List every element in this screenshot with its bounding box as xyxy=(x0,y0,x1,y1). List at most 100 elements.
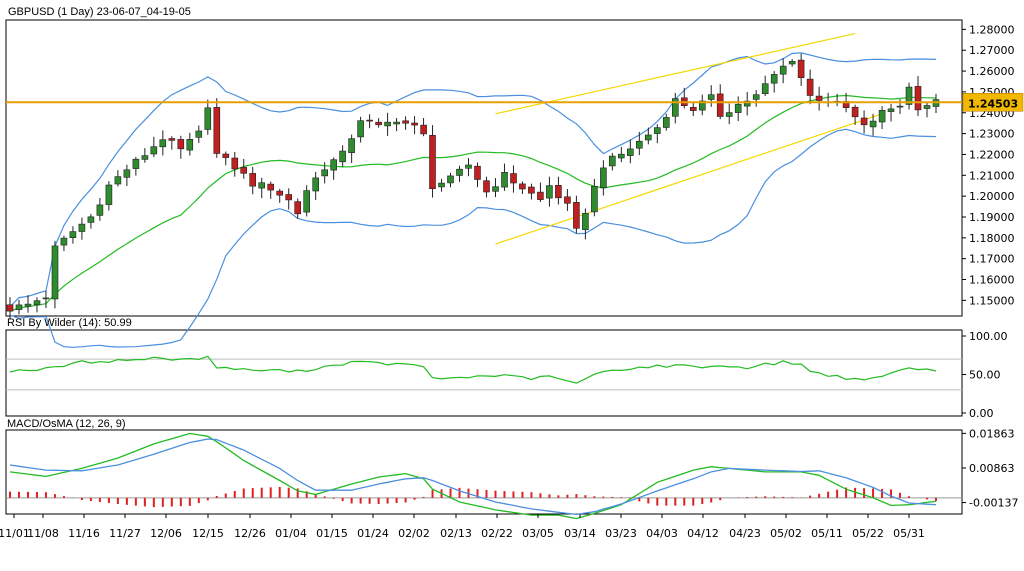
channel-upper-line xyxy=(495,32,856,115)
candle-body xyxy=(887,108,895,112)
bollinger-upper-band xyxy=(9,52,937,308)
date-tick-label: 05/22 xyxy=(852,527,884,540)
candle-body xyxy=(492,186,499,192)
date-tick-label: 11/08 xyxy=(27,527,59,540)
candle-body xyxy=(294,201,302,215)
date-tick-label: 04/12 xyxy=(687,527,719,540)
candle-body xyxy=(752,94,760,100)
candle-body xyxy=(851,106,859,118)
candle-body xyxy=(168,138,176,141)
macd-signal-line xyxy=(9,432,937,520)
candle-body xyxy=(348,138,355,154)
date-tick-label: 03/05 xyxy=(522,527,554,540)
candle-body xyxy=(923,105,931,109)
candle-body xyxy=(564,196,571,204)
price-tick-label: 1.28000 xyxy=(969,23,1015,36)
price-tick-label: 1.27000 xyxy=(969,44,1015,57)
price-tick-label: 1.16000 xyxy=(969,274,1015,287)
price-tick-label: 1.23000 xyxy=(969,128,1015,141)
channel-lower-line xyxy=(495,113,883,245)
candle-body xyxy=(662,117,670,128)
date-tick-label: 11/27 xyxy=(109,527,141,540)
rsi-tick-label: 100.00 xyxy=(969,330,1008,343)
date-tick-label: 02/13 xyxy=(440,527,472,540)
candle-body xyxy=(905,86,913,105)
price-plot xyxy=(6,32,962,348)
candle-body xyxy=(788,60,796,65)
date-tick-label: 11/01 xyxy=(0,527,30,540)
candle-body xyxy=(878,110,886,123)
date-tick-label: 05/02 xyxy=(770,527,802,540)
candle-body xyxy=(689,107,697,111)
candle-body xyxy=(87,216,95,223)
candle-body xyxy=(312,177,320,192)
candle-body xyxy=(734,103,742,113)
candle-body xyxy=(24,303,32,307)
macd-panel-frame xyxy=(5,429,963,515)
date-tick-label: 04/23 xyxy=(729,527,761,540)
candle-body xyxy=(546,185,553,199)
candle-body xyxy=(42,297,50,300)
candle-body xyxy=(896,105,904,108)
candle-body xyxy=(707,94,715,100)
candle-body xyxy=(375,121,382,126)
candle-body xyxy=(384,121,391,127)
candle-body xyxy=(528,186,535,194)
candle-body xyxy=(267,183,275,191)
macd-title: MACD/OsMA (12, 26, 9) xyxy=(7,418,126,430)
candle-body xyxy=(357,120,364,138)
candle-body xyxy=(644,134,652,141)
candle-body xyxy=(240,167,247,174)
candle-body xyxy=(600,167,607,189)
price-tick-label: 1.18000 xyxy=(969,232,1015,245)
candle-body xyxy=(204,107,212,130)
candle-body xyxy=(626,148,634,156)
date-tick-label: 01/24 xyxy=(357,527,389,540)
candle-body xyxy=(806,78,814,96)
candle-body xyxy=(860,117,868,126)
candle-body xyxy=(653,127,661,134)
price-tick-label: 1.21000 xyxy=(969,169,1015,182)
candle-body xyxy=(141,155,149,160)
date-tick-label: 12/06 xyxy=(150,527,182,540)
candle-body xyxy=(195,130,203,138)
candle-body xyxy=(114,176,122,185)
candle-body xyxy=(159,139,167,148)
rsi-tick-label: 0.00 xyxy=(969,407,994,420)
candle-body xyxy=(231,157,239,170)
macd-tick-label: 0.01863 xyxy=(969,427,1015,440)
candle-body xyxy=(474,165,481,180)
date-tick-label: 12/26 xyxy=(234,527,266,540)
candle-body xyxy=(69,231,77,239)
date-tick-label: 02/02 xyxy=(398,527,430,540)
date-tick-label: 12/15 xyxy=(192,527,224,540)
macd-line xyxy=(9,438,937,516)
price-tick-label: 1.15000 xyxy=(969,294,1015,307)
rsi-line xyxy=(9,355,937,384)
candle-body xyxy=(132,158,140,169)
candle-body xyxy=(420,124,427,135)
candle-body xyxy=(537,191,544,200)
candle-body xyxy=(321,169,329,177)
candle-body xyxy=(402,120,409,124)
candle-body xyxy=(393,121,400,125)
axes-layer: 1.280001.270001.260001.250001.240001.230… xyxy=(0,23,1024,540)
bollinger-lower-band xyxy=(9,128,937,348)
candle-body xyxy=(339,150,346,163)
candle-body xyxy=(815,95,823,101)
candle-body xyxy=(105,184,113,205)
candle-body xyxy=(591,186,598,213)
candle-body xyxy=(447,175,454,184)
candle-body xyxy=(797,59,805,78)
rsi-tick-label: 50.00 xyxy=(969,369,1001,382)
price-panel-frame xyxy=(5,19,963,317)
candle-body xyxy=(303,190,311,213)
candle-body xyxy=(6,304,14,312)
candle-body xyxy=(438,182,445,188)
price-tick-label: 1.20000 xyxy=(969,190,1015,203)
date-tick-label: 03/14 xyxy=(564,527,596,540)
date-tick-label: 11/16 xyxy=(68,527,100,540)
price-tick-label: 1.22000 xyxy=(969,148,1015,161)
